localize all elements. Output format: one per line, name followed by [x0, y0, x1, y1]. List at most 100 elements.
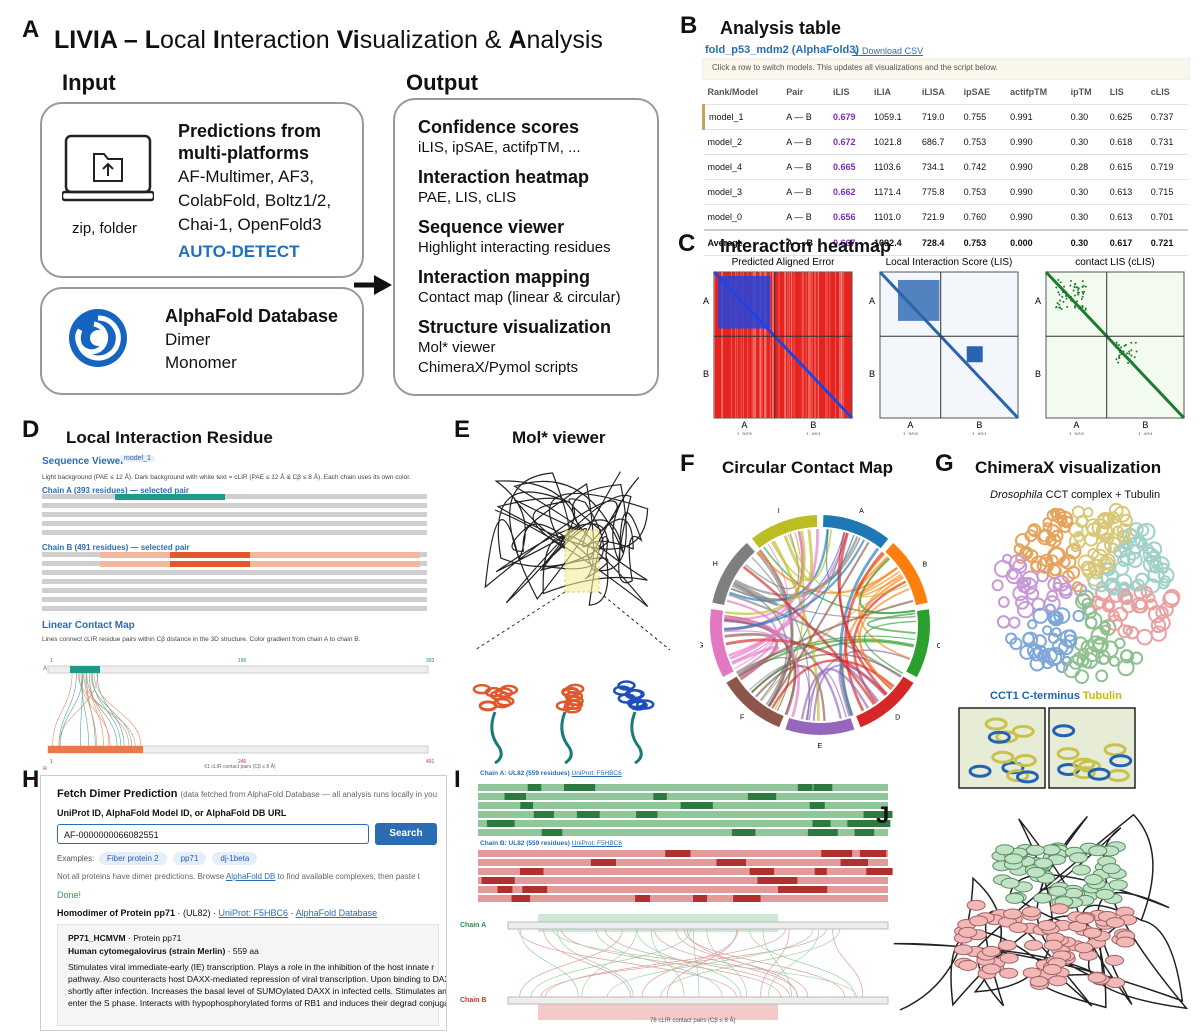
id-input[interactable]: AF-0000000066082551	[57, 824, 369, 844]
helix	[1129, 651, 1144, 665]
analysis-table: Rank/Model Pair iLIS iLIA iLISA ipSAE actifpTM…	[702, 80, 1188, 256]
title-part: sualization &	[359, 26, 509, 54]
helix	[1043, 595, 1061, 613]
uniprot-link[interactable]: UniProt: F5HBC6	[571, 770, 622, 777]
table-cell: 0.672	[828, 129, 871, 155]
contact-line	[540, 928, 827, 998]
heat-dot	[1069, 284, 1072, 287]
residue-highlight	[680, 802, 697, 809]
helix	[1117, 624, 1132, 639]
helix	[478, 700, 498, 712]
table-cell: 0.613	[1105, 204, 1147, 231]
heat-dot	[1115, 358, 1118, 361]
table-row[interactable]: model_2 A — B 0.672 1021.8 686.7 0.753 0.990 0.…	[703, 129, 1188, 155]
contact-line	[52, 672, 73, 747]
chain-label: A	[1035, 296, 1041, 306]
residue-highlight	[504, 793, 526, 800]
heat-cell	[826, 272, 828, 418]
card-organism: Human cytomegalovirus (strain Merlin)	[68, 946, 226, 956]
residue-highlight	[564, 784, 596, 791]
helix	[1117, 553, 1131, 567]
helix	[1137, 522, 1156, 541]
table-row[interactable]: model_3 A — B 0.662 1171.4 775.8 0.753 0.990 0.…	[703, 179, 1188, 205]
sequence-row	[42, 512, 427, 517]
heat-cell	[793, 272, 795, 418]
label-b: Tubulin	[1082, 690, 1122, 702]
db-link[interactable]: AlphaFold Database	[295, 908, 378, 918]
uniprot-link[interactable]: UniProt: F5HBC6	[571, 840, 622, 847]
track-label: Chain A	[460, 922, 487, 929]
tail	[490, 711, 503, 765]
residue-highlight	[797, 886, 828, 893]
helix	[1015, 770, 1039, 784]
table-row[interactable]: model_0 A — B 0.656 1101.0 721.9 0.760 0.990 0.…	[703, 204, 1188, 231]
uniprot-link[interactable]: UniProt: F5HBC6	[218, 908, 289, 918]
domain	[997, 939, 1017, 951]
range-label: 1-393	[903, 433, 919, 435]
segment-label: D	[895, 715, 900, 722]
heat-dot	[1080, 298, 1083, 301]
table-cell: model_3	[703, 179, 783, 205]
heat-dot	[1118, 354, 1121, 357]
helix	[1136, 628, 1153, 646]
circular-map: A B C D E F G H I	[700, 508, 940, 750]
axis-label: 393	[426, 658, 435, 664]
table-cell: 1021.8	[870, 129, 918, 155]
table-row[interactable]: model_4 A — B 0.665 1103.6 734.1 0.742 0.990 0.…	[703, 154, 1188, 180]
helix	[1103, 743, 1127, 757]
contact-line	[595, 928, 723, 998]
heat-dot	[1072, 289, 1075, 292]
helix	[1081, 562, 1098, 579]
fetch-header: Fetch Dimer Prediction (data fetched fro…	[57, 788, 437, 800]
chord	[805, 649, 910, 721]
search-button[interactable]: Search	[375, 823, 437, 845]
table-row[interactable]: Average A — B 0.667 1092.4 728.4 0.753 0.000 0.…	[703, 229, 1188, 256]
helix	[1016, 600, 1035, 619]
heat-dot	[1076, 300, 1079, 303]
hint-link[interactable]: AlphaFold DB	[225, 872, 276, 881]
contact-line	[519, 928, 579, 998]
example-chip[interactable]: pp71	[172, 852, 207, 865]
domain	[981, 963, 1001, 975]
residue-highlight	[541, 829, 563, 836]
output-line: Highlight interacting residues	[418, 239, 611, 256]
contact-line	[84, 672, 97, 747]
example-chip[interactable]: dj-1beta	[212, 852, 258, 865]
helix	[1124, 543, 1141, 561]
segment	[710, 609, 734, 678]
sequence-row	[478, 895, 888, 902]
fetch-panel: Fetch Dimer Prediction (data fetched fro…	[40, 775, 447, 1031]
download-link[interactable]: ⇣ Download CSV	[852, 46, 924, 56]
fetch-title: Fetch Dimer Prediction	[57, 788, 178, 800]
heat-dot	[1135, 350, 1138, 353]
sequence-row	[42, 597, 427, 602]
helix	[1036, 569, 1049, 583]
heat-cell	[759, 272, 761, 418]
residue-highlight	[527, 784, 542, 791]
domain	[1083, 874, 1103, 886]
helix	[1117, 659, 1135, 677]
chord	[729, 529, 829, 602]
footer: 61 cLIR contact pairs (Cβ ≤ 8 Å)	[204, 763, 276, 770]
heat-dot	[1058, 306, 1061, 309]
heat-dot	[1061, 295, 1064, 298]
column-header: LIS	[1105, 80, 1147, 105]
example-chip[interactable]: Fiber protein 2	[99, 852, 167, 865]
table-cell: 0.30	[1066, 129, 1106, 155]
heatmaps: Predicted Aligned Error A A 1-393 B B 1-491 Loc…	[703, 257, 1186, 435]
card-text: Stimulates viral immediate-early (IE) tr…	[68, 962, 447, 1008]
heat-dot	[1058, 293, 1061, 296]
heat-cell	[839, 272, 841, 418]
column-header: iLISA	[917, 80, 960, 105]
residue-highlight	[497, 886, 513, 893]
domain	[1025, 844, 1045, 856]
contact-line	[58, 672, 77, 747]
table-row[interactable]: model_1 A — B 0.679 1059.1 719.0 0.755 0.991 0.…	[702, 104, 1188, 130]
region	[538, 1002, 778, 1020]
helix	[984, 717, 1008, 731]
heat-dot	[1069, 279, 1072, 282]
contact-line	[543, 928, 631, 998]
contact-line	[83, 672, 130, 747]
table-cell: A — B	[782, 204, 829, 231]
title-part: nalysis	[526, 26, 603, 54]
